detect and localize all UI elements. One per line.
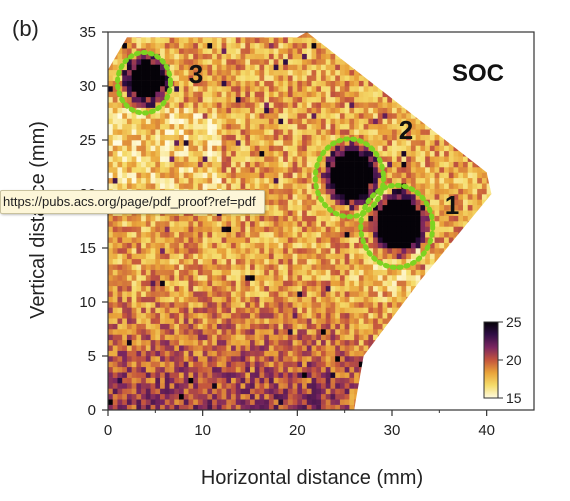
region-label-3: 3: [189, 59, 203, 89]
region-label-2: 2: [399, 115, 413, 145]
y-tick-label: 10: [79, 294, 96, 311]
region-ring-3: [114, 50, 173, 116]
colorbar-tick-label: 15: [506, 390, 522, 406]
url-tooltip: https://pubs.acs.org/page/pdf_proof?ref=…: [0, 190, 265, 214]
colorbar-tick-label: 25: [506, 314, 522, 330]
colorbar: 15 20 25: [483, 314, 522, 406]
map-label-soc: SOC: [452, 60, 504, 87]
plot-frame: [107, 31, 535, 411]
y-tick-label: 30: [79, 78, 96, 95]
colorbar-gradient: [483, 321, 499, 399]
y-tick-label: 15: [79, 240, 96, 257]
region-label-1: 1: [445, 190, 459, 220]
x-tick-label: 40: [478, 422, 495, 439]
y-tick-label: 25: [79, 132, 96, 149]
x-tick-label: 10: [194, 422, 211, 439]
colorbar-tick-label: 20: [506, 352, 522, 368]
y-tick-label: 35: [79, 24, 96, 41]
panel-label: (b): [12, 16, 39, 41]
region-annotations: [114, 50, 436, 270]
x-tick-label: 30: [384, 422, 401, 439]
y-tick-label: 5: [88, 348, 96, 365]
region-ring-1: [358, 182, 436, 270]
x-tick-label: 0: [104, 422, 112, 439]
y-tick-label: 0: [88, 402, 96, 419]
colorbar-ticks: 15 20 25: [498, 314, 522, 406]
x-axis-title: Horizontal distance (mm): [201, 467, 423, 489]
region-ring-2: [312, 136, 386, 220]
soc-heatmap: [108, 32, 492, 410]
y-axis-title: Vertical distance (mm): [27, 121, 49, 319]
x-tick-label: 20: [289, 422, 306, 439]
